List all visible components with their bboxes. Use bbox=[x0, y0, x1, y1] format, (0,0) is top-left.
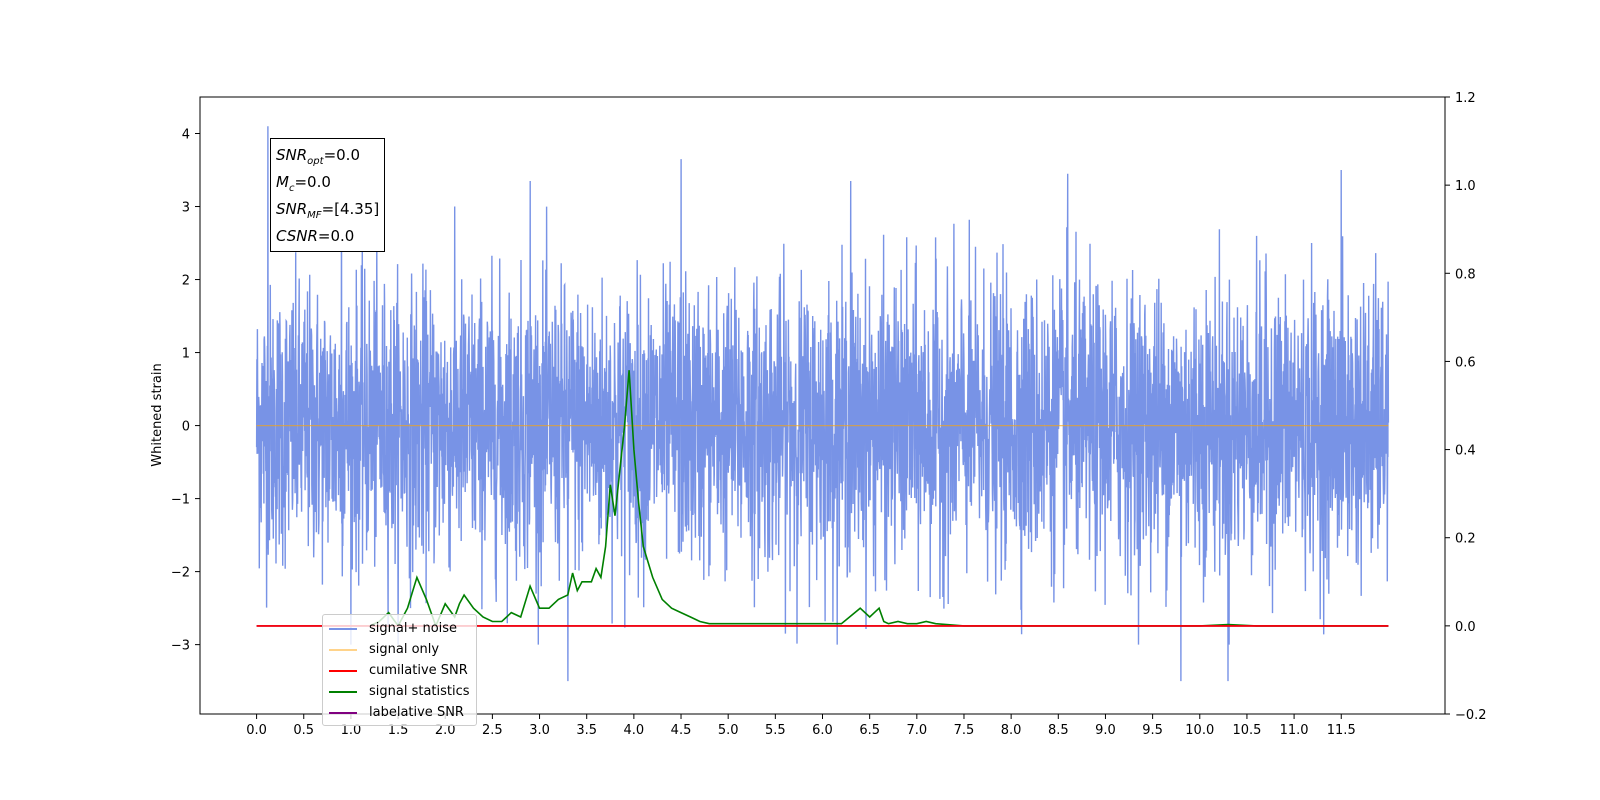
x-tick-label: 7.5 bbox=[954, 723, 975, 738]
y-tick-label: 0 bbox=[182, 420, 190, 435]
legend-item-cumilative-snr: cumilative SNR bbox=[329, 660, 470, 681]
y-tick-label: −3 bbox=[171, 639, 190, 654]
x-tick-label: 0.0 bbox=[246, 723, 267, 738]
annot-csnr: CSNR=0.0 bbox=[276, 227, 355, 245]
x-tick-label: 4.5 bbox=[671, 723, 692, 738]
x-tick-label: 6.5 bbox=[859, 723, 880, 738]
legend-item-signal-only: signal only bbox=[329, 639, 470, 660]
y-tick-label: −2 bbox=[171, 566, 190, 581]
x-tick-label: 7.0 bbox=[906, 723, 927, 738]
signal-noise-line bbox=[255, 126, 1390, 682]
x-tick-label: 2.0 bbox=[435, 723, 456, 738]
y2-tick-label: 0.2 bbox=[1455, 532, 1476, 547]
y-tick-label: 2 bbox=[182, 274, 190, 289]
legend-item-signal-statistics: signal statistics bbox=[329, 681, 470, 702]
axes: 0.0 0.5 1.0 1.5 2.0 2.5 3.0 3.5 4.0 4.5 5.0 5.5 6.0 6… bbox=[171, 91, 1487, 738]
y-tick-label: −1 bbox=[171, 493, 190, 508]
y2-tick-label: −0.2 bbox=[1455, 708, 1487, 723]
x-tick-label: 8.0 bbox=[1001, 723, 1022, 738]
series-line-signal-statistics bbox=[369, 370, 1389, 629]
y-axis-label: Whitened strain bbox=[150, 363, 165, 466]
annot-snr-mf: SNRMF=[4.35] bbox=[276, 200, 380, 221]
x-tick-label: 5.0 bbox=[718, 723, 739, 738]
x-tick-label: 11.5 bbox=[1327, 723, 1356, 738]
x-tick-label: 0.5 bbox=[293, 723, 314, 738]
legend: signal+ noise signal only cumilative SNR… bbox=[322, 614, 477, 726]
annot-mc: Mc=0.0 bbox=[276, 173, 331, 194]
x-tick-label: 1.5 bbox=[388, 723, 409, 738]
x-tick-label: 10.0 bbox=[1185, 723, 1214, 738]
x-tick-label: 2.5 bbox=[482, 723, 503, 738]
y2-tick-label: 1.0 bbox=[1455, 179, 1476, 194]
x-tick-label: 9.5 bbox=[1142, 723, 1163, 738]
legend-item-labelative-snr: labelative SNR bbox=[329, 702, 470, 723]
x-tick-label: 10.5 bbox=[1232, 723, 1261, 738]
annotation-box: SNRopt=0.0 Mc=0.0 SNRMF=[4.35] CSNR=0.0 bbox=[270, 138, 386, 252]
x-tick-label: 3.5 bbox=[576, 723, 597, 738]
x-tick-label: 4.0 bbox=[624, 723, 645, 738]
x-tick-label: 1.0 bbox=[341, 723, 362, 738]
x-tick-label: 8.5 bbox=[1048, 723, 1069, 738]
y-tick-label: 1 bbox=[182, 347, 190, 362]
legend-item-signal-noise: signal+ noise bbox=[329, 618, 470, 639]
x-tick-label: 5.5 bbox=[765, 723, 786, 738]
x-tick-label: 9.0 bbox=[1095, 723, 1116, 738]
y2-tick-label: 1.2 bbox=[1455, 91, 1476, 106]
annot-snr-opt: SNRopt=0.0 bbox=[276, 146, 360, 167]
x-tick-label: 11.0 bbox=[1280, 723, 1309, 738]
y-tick-label: 4 bbox=[182, 128, 190, 143]
x-tick-label: 3.0 bbox=[529, 723, 550, 738]
y2-tick-label: 0.8 bbox=[1455, 267, 1476, 282]
y2-tick-label: 0.4 bbox=[1455, 444, 1476, 459]
y-tick-label: 3 bbox=[182, 201, 190, 216]
y2-tick-label: 0.6 bbox=[1455, 355, 1476, 370]
y2-tick-label: 0.0 bbox=[1455, 620, 1476, 635]
signal-noise-series bbox=[255, 126, 1390, 682]
x-tick-label: 6.0 bbox=[812, 723, 833, 738]
